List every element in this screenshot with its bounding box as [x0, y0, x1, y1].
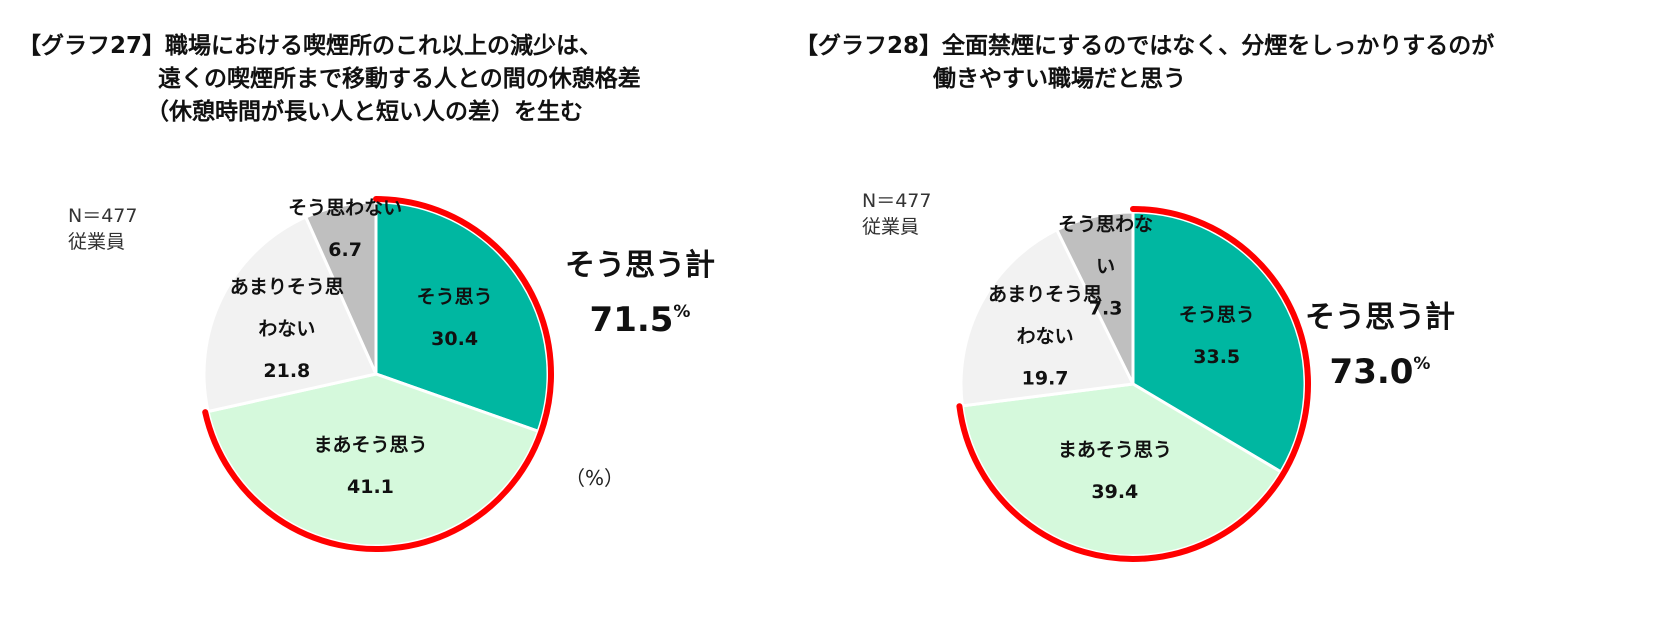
- pie-slice: [206, 372, 541, 548]
- chart-28-total: そう思う計 73.0%: [1285, 292, 1475, 392]
- slice-value-label: 41.1: [347, 476, 394, 498]
- chart-27-title: 【グラフ27】職場における喫煙所のこれ以上の減少は、 遠くの喫煙所まで移動する人…: [18, 30, 641, 129]
- highlight-arc: [202, 196, 554, 552]
- chart-28-sample-size: N＝477: [862, 190, 932, 212]
- chart-27-total: そう思う計 71.5%: [550, 240, 730, 340]
- slice-category-label: そう思わない: [288, 197, 402, 219]
- chart-28-title: 【グラフ28】全面禁煙にするのではなく、分煙をしっかりするのが 働きやすい職場だ…: [795, 30, 1494, 96]
- slice-category-label: そう思わな: [1058, 213, 1153, 235]
- chart-27-title-line: 遠くの喫煙所まで移動する人との間の休憩格差: [158, 66, 641, 92]
- chart-28-title-line: 働きやすい職場だと思う: [933, 66, 1186, 92]
- slice-value-label: 19.7: [1022, 367, 1069, 389]
- slice-value-label: 6.7: [328, 239, 362, 261]
- chart-28-respondent-group: 従業員: [862, 216, 920, 238]
- pie-slice: [303, 200, 378, 375]
- slice-category-label: そう思う: [1179, 304, 1255, 326]
- chart-28-sample-info: N＝477 従業員: [862, 188, 931, 240]
- slice-category-label: まあそう思う: [313, 434, 427, 456]
- slice-category-label: わない: [258, 318, 315, 340]
- chart-27-total-value: 71.5: [589, 300, 674, 340]
- slice-category-label: い: [1096, 255, 1115, 277]
- pie-slice: [1131, 210, 1307, 474]
- chart-27-sample-info: N＝477 従業員: [68, 203, 137, 255]
- chart-27-title-line: （休憩時間が長い人と短い人の差）を生む: [146, 99, 583, 125]
- slice-category-label: わない: [1017, 325, 1074, 347]
- pie-slice: [1054, 210, 1135, 385]
- slice-category-label: あまりそう思: [230, 276, 344, 298]
- slice-value-label: 21.8: [263, 360, 310, 382]
- slice-category-label: そう思う: [417, 286, 493, 308]
- pie-slice: [959, 227, 1136, 408]
- chart-28-total-unit: %: [1413, 354, 1431, 374]
- pie-slice: [202, 215, 379, 414]
- chart-27-title-line: 【グラフ27】職場における喫煙所のこれ以上の減少は、: [18, 33, 603, 59]
- chart-27-total-value-wrap: 71.5%: [550, 300, 730, 340]
- slice-value-label: 33.5: [1193, 346, 1240, 368]
- chart-27-sample-size: N＝477: [68, 205, 138, 227]
- chart-28-title-line: 【グラフ28】全面禁煙にするのではなく、分煙をしっかりするのが: [795, 33, 1495, 59]
- slice-value-label: 39.4: [1091, 481, 1138, 503]
- slice-value-label: 30.4: [431, 328, 478, 350]
- chart-28-total-label: そう思う計: [1305, 300, 1455, 335]
- chart-27-total-unit: %: [673, 302, 691, 322]
- chart-27-total-label: そう思う計: [565, 248, 715, 283]
- pie-slice: [374, 200, 550, 434]
- pie-slice: [960, 382, 1283, 558]
- chart-27-respondent-group: 従業員: [68, 231, 126, 253]
- chart-28-total-value-wrap: 73.0%: [1285, 352, 1475, 392]
- chart-27-unit-note: （%）: [565, 466, 625, 490]
- slice-value-label: 7.3: [1089, 297, 1123, 319]
- slice-category-label: まあそう思う: [1058, 439, 1172, 461]
- slice-category-label: あまりそう思: [988, 283, 1102, 305]
- highlight-arc: [956, 206, 1311, 562]
- chart-28-total-value: 73.0: [1329, 352, 1414, 392]
